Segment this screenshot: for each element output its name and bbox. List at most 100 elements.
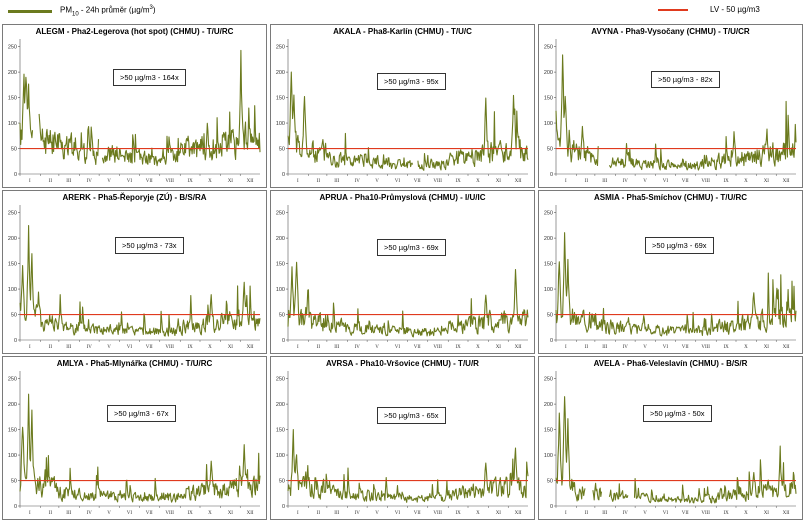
x-tick-label: V <box>643 511 647 516</box>
x-tick-label: I <box>29 345 31 350</box>
x-tick-label: X <box>476 345 480 350</box>
x-tick-label: VI <box>395 511 401 516</box>
y-tick-label: 100 <box>8 287 17 293</box>
y-tick-label: 50 <box>547 147 553 153</box>
x-tick-label: XI <box>496 511 502 516</box>
station-chart-title: ASMIA - Pha5-Smíchov (CHMU) - T/U/RC <box>593 193 748 202</box>
x-tick-label: VII <box>414 511 421 516</box>
chart-grid: ALEGM - Pha2-Legerova (hot spot) (CHMU) … <box>0 24 804 528</box>
x-tick-label: X <box>208 511 212 516</box>
station-chart-panel: AKALA - Pha8-Karlín (CHMU) - T/U/C 0 50 100… <box>270 24 535 188</box>
x-tick-label: VIII <box>701 345 710 350</box>
x-tick-label: VI <box>663 345 669 350</box>
y-tick-label: 0 <box>282 504 285 510</box>
station-chart-panel: AVYNA - Pha9-Vysočany (CHMU) - T/U/CR 0 50… <box>538 24 803 188</box>
y-tick-label: 250 <box>8 45 17 51</box>
x-tick-label: IV <box>87 511 93 516</box>
x-tick-label: III <box>602 511 607 516</box>
x-tick-label: XI <box>496 179 502 184</box>
x-tick-label: VII <box>146 511 153 516</box>
x-tick-label: IV <box>623 511 629 516</box>
x-tick-label: III <box>602 179 607 184</box>
x-tick-label: III <box>66 179 71 184</box>
station-chart-panel: AVRSA - Pha10-Vršovice (CHMU) - T/U/R 0 50… <box>270 356 535 520</box>
legend-item-lv: LV - 50 µg/m3 <box>658 5 760 14</box>
x-tick-label: XII <box>515 345 522 350</box>
x-tick-label: IV <box>87 179 93 184</box>
x-tick-label: XII <box>247 345 254 350</box>
y-tick-label: 100 <box>8 453 17 459</box>
y-tick-label: 50 <box>279 147 285 153</box>
x-tick-label: XI <box>228 179 234 184</box>
x-tick-label: IX <box>187 511 193 516</box>
x-tick-label: XII <box>515 511 522 516</box>
x-tick-label: VII <box>414 179 421 184</box>
x-tick-label: X <box>208 345 212 350</box>
x-tick-label: VIII <box>165 179 174 184</box>
x-tick-label: XI <box>228 345 234 350</box>
exceedance-count-box: >50 µg/m3 - 73x <box>115 237 184 254</box>
x-tick-label: IV <box>623 345 629 350</box>
x-tick-label: V <box>107 179 111 184</box>
y-tick-label: 50 <box>547 479 553 485</box>
x-tick-label: VI <box>395 179 401 184</box>
station-chart-panel: ARERK - Pha5-Řeporyje (ZÚ) - B/S/RA 0 50 10… <box>2 190 267 354</box>
x-tick-label: X <box>208 179 212 184</box>
x-tick-label: IX <box>723 345 729 350</box>
y-tick-label: 100 <box>276 287 285 293</box>
x-tick-label: I <box>297 345 299 350</box>
y-tick-label: 150 <box>544 428 553 434</box>
station-chart-title: AKALA - Pha8-Karlín (CHMU) - T/U/C <box>333 27 472 36</box>
y-tick-label: 250 <box>276 45 285 51</box>
y-tick-label: 150 <box>544 96 553 102</box>
station-chart-title: ARERK - Pha5-Řeporyje (ZÚ) - B/S/RA <box>62 193 207 202</box>
x-tick-label: V <box>643 179 647 184</box>
x-tick-label: I <box>565 179 567 184</box>
x-tick-label: III <box>66 511 71 516</box>
x-tick-label: VII <box>146 345 153 350</box>
y-tick-label: 100 <box>276 453 285 459</box>
x-tick-label: VIII <box>701 179 710 184</box>
y-tick-label: 50 <box>279 313 285 319</box>
x-tick-label: X <box>476 179 480 184</box>
x-tick-label: IX <box>723 179 729 184</box>
exceedance-count-box: >50 µg/m3 - 69x <box>645 237 714 254</box>
y-tick-label: 100 <box>544 453 553 459</box>
x-tick-label: X <box>476 511 480 516</box>
x-tick-label: VIII <box>433 511 442 516</box>
y-tick-label: 200 <box>544 236 553 242</box>
y-tick-label: 200 <box>276 402 285 408</box>
x-tick-label: I <box>565 511 567 516</box>
x-tick-label: XI <box>764 511 770 516</box>
y-tick-label: 0 <box>282 172 285 178</box>
x-tick-label: II <box>49 179 53 184</box>
station-chart-title: ALEGM - Pha2-Legerova (hot spot) (CHMU) … <box>35 27 234 36</box>
y-tick-label: 0 <box>14 338 17 344</box>
x-tick-label: V <box>107 511 111 516</box>
x-tick-label: VI <box>127 345 133 350</box>
x-tick-label: III <box>334 345 339 350</box>
x-tick-label: II <box>585 179 589 184</box>
y-tick-label: 0 <box>550 504 553 510</box>
y-tick-label: 150 <box>276 262 285 268</box>
y-tick-label: 100 <box>276 121 285 127</box>
x-tick-label: VIII <box>433 345 442 350</box>
station-chart-panel: APRUA - Pha10-Průmyslová (CHMU) - I/U/IC… <box>270 190 535 354</box>
x-tick-label: II <box>317 179 321 184</box>
chart-legend: PM10 - 24h průměr (µg/m3) LV - 50 µg/m3 <box>0 0 804 24</box>
y-tick-label: 0 <box>14 172 17 178</box>
x-tick-label: VI <box>127 511 133 516</box>
x-tick-label: VII <box>682 179 689 184</box>
x-tick-label: V <box>375 345 379 350</box>
x-tick-label: X <box>744 179 748 184</box>
y-tick-label: 250 <box>8 377 17 383</box>
x-tick-label: VII <box>146 179 153 184</box>
x-tick-label: XI <box>228 511 234 516</box>
x-tick-label: VI <box>663 511 669 516</box>
legend-item-pm10: PM10 - 24h průměr (µg/m3) <box>8 5 156 17</box>
